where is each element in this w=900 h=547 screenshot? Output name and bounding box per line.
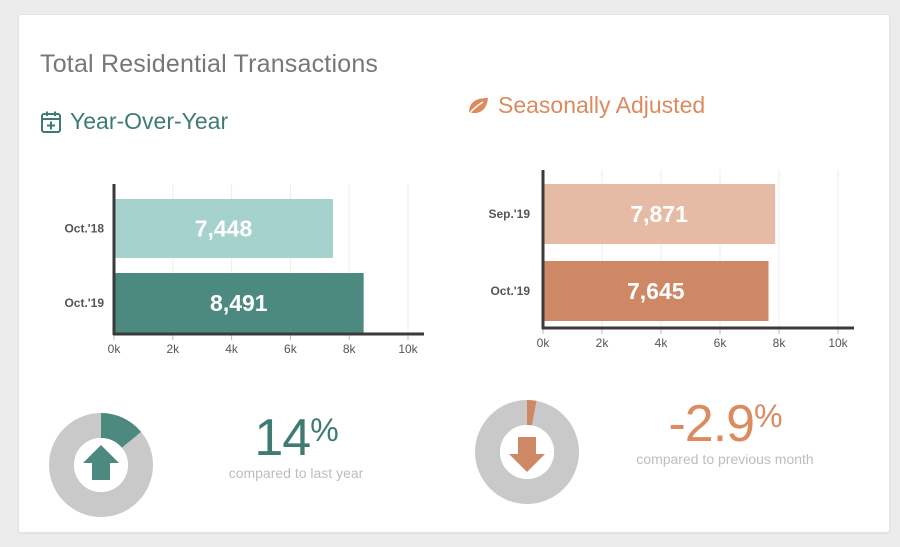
yoy-bar-value-label: 7,448 — [195, 216, 253, 242]
yoy-bar — [114, 199, 333, 258]
sa-tick-label: 8k — [773, 336, 787, 350]
yoy-heading-label: Year-Over-Year — [70, 108, 229, 134]
sa-tick-label: 0k — [537, 336, 551, 350]
sa-heading: Seasonally Adjusted — [466, 92, 705, 119]
sa-tick-label: 10k — [828, 336, 848, 350]
yoy-bar — [114, 273, 364, 333]
leaf-icon — [467, 97, 488, 116]
sa-category-label: Oct.'19 — [490, 284, 530, 298]
yoy-tick-label: 10k — [398, 342, 418, 356]
sa-category-label: Sep.'19 — [488, 207, 530, 221]
yoy-donut-segment — [101, 413, 142, 448]
arrow-up-icon — [83, 445, 119, 480]
yoy-stat-unit: % — [310, 412, 338, 448]
sa-bar — [543, 184, 776, 244]
sa-donut-segment — [527, 400, 537, 426]
calendar-plus-icon — [41, 111, 61, 133]
sa-stat-caption: compared to previous month — [636, 451, 814, 467]
sa-tick-label: 6k — [714, 336, 728, 350]
sa-tick-label: 2k — [596, 336, 610, 350]
yoy-tick-label: 6k — [284, 342, 298, 356]
yoy-tick-label: 2k — [166, 342, 180, 356]
yoy-heading: Year-Over-Year — [40, 108, 228, 135]
sa-bar — [543, 261, 769, 321]
sa-stat-value: -2.9 — [668, 395, 755, 453]
yoy-stat: 14% compared to last year — [218, 412, 374, 481]
yoy-stat-value: 14 — [254, 409, 311, 467]
sa-donut — [475, 400, 579, 504]
sa-heading-label: Seasonally Adjusted — [498, 92, 706, 118]
yoy-tick-label: 4k — [225, 342, 239, 356]
yoy-tick-label: 0k — [108, 342, 122, 356]
yoy-donut — [49, 413, 153, 517]
page-title: Total Residential Transactions — [40, 50, 379, 78]
yoy-bar-value-label: 8,491 — [210, 290, 268, 316]
sa-bar-value-label: 7,871 — [630, 201, 688, 227]
sa-stat: -2.9% compared to previous month — [614, 398, 836, 467]
sa-bar-value-label: 7,645 — [627, 278, 685, 304]
yoy-stat-caption: compared to last year — [228, 465, 364, 481]
yoy-category-label: Oct.'19 — [64, 296, 104, 310]
sa-stat-unit: % — [754, 398, 782, 434]
sa-tick-label: 4k — [655, 336, 669, 350]
yoy-tick-label: 8k — [343, 342, 357, 356]
yoy-category-label: Oct.'18 — [64, 222, 104, 236]
arrow-down-icon — [509, 437, 545, 472]
